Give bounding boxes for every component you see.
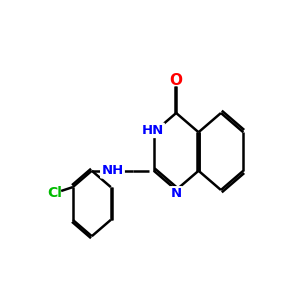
Text: O: O	[170, 73, 183, 88]
Text: Cl: Cl	[47, 186, 62, 200]
Text: N: N	[171, 187, 182, 200]
Text: HN: HN	[141, 124, 164, 137]
Text: NH: NH	[101, 164, 124, 177]
